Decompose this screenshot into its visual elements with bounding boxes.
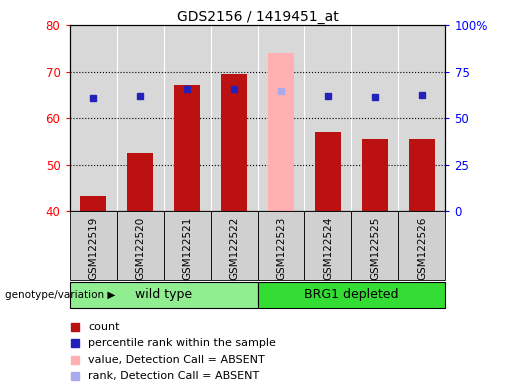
Bar <box>174 86 200 211</box>
Bar <box>70 211 116 280</box>
Bar <box>80 196 106 211</box>
Bar <box>258 211 304 280</box>
Bar <box>362 139 388 211</box>
Bar <box>409 139 435 211</box>
Text: wild type: wild type <box>135 288 192 301</box>
Text: genotype/variation ▶: genotype/variation ▶ <box>5 290 115 300</box>
Bar <box>268 53 294 211</box>
Text: GSM122526: GSM122526 <box>417 217 427 280</box>
Text: GSM122520: GSM122520 <box>135 217 145 280</box>
Bar <box>304 211 352 280</box>
Text: GSM122522: GSM122522 <box>229 217 239 280</box>
Text: GSM122525: GSM122525 <box>370 217 380 280</box>
Text: count: count <box>89 322 120 332</box>
Text: rank, Detection Call = ABSENT: rank, Detection Call = ABSENT <box>89 371 260 381</box>
Text: GSM122524: GSM122524 <box>323 217 333 280</box>
Bar <box>315 132 341 211</box>
Bar <box>70 282 258 308</box>
Bar <box>116 211 164 280</box>
Bar <box>211 211 258 280</box>
Text: value, Detection Call = ABSENT: value, Detection Call = ABSENT <box>89 354 265 364</box>
Title: GDS2156 / 1419451_at: GDS2156 / 1419451_at <box>177 10 338 24</box>
Bar <box>164 211 211 280</box>
Bar <box>399 211 445 280</box>
Bar <box>258 282 445 308</box>
Bar <box>352 211 399 280</box>
Text: GSM122519: GSM122519 <box>88 217 98 280</box>
Text: BRG1 depleted: BRG1 depleted <box>304 288 399 301</box>
Text: GSM122523: GSM122523 <box>276 217 286 280</box>
Text: percentile rank within the sample: percentile rank within the sample <box>89 338 276 348</box>
Bar <box>221 74 247 211</box>
Text: GSM122521: GSM122521 <box>182 217 192 280</box>
Bar <box>127 153 153 211</box>
